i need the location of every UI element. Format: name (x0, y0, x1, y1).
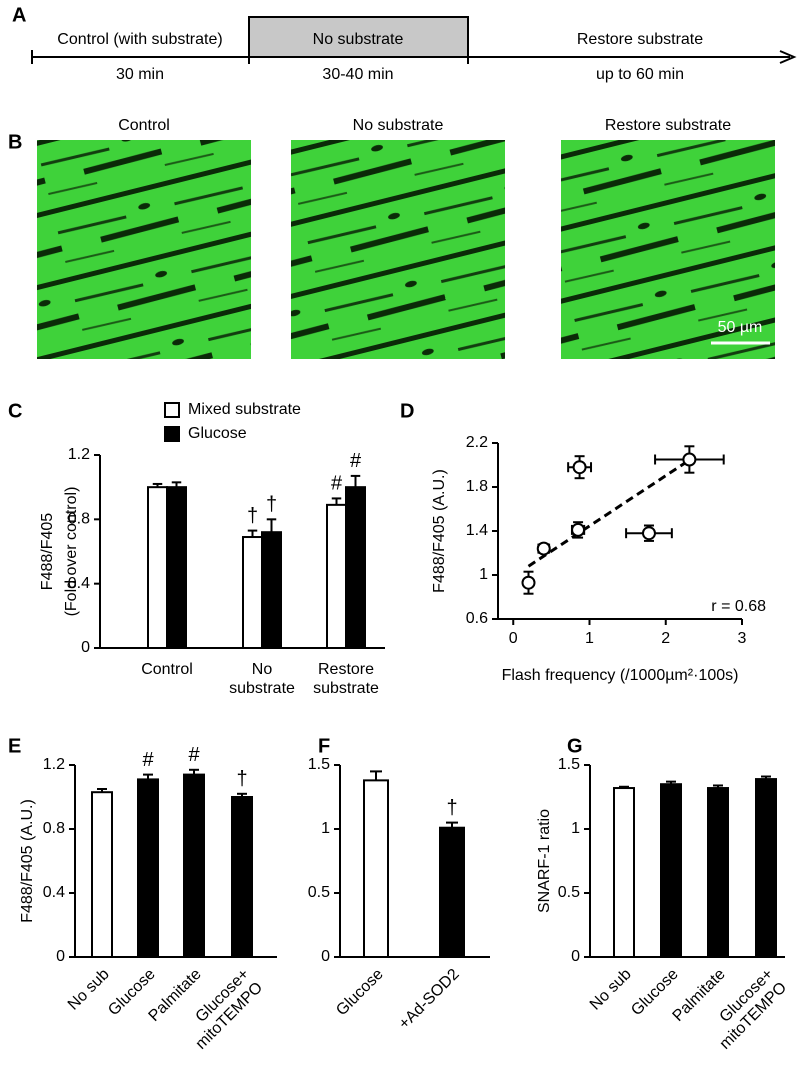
fit-line (527, 459, 690, 568)
panel-letter: B (8, 131, 22, 153)
annotation: † (247, 505, 258, 527)
y-axis-label: SNARF-1 ratio (536, 809, 553, 913)
phase-label: Restore substrate (577, 31, 703, 48)
x-tick-label: No substrate (229, 661, 295, 697)
micrograph (291, 140, 505, 359)
panel-letter: G (567, 735, 583, 757)
bar (363, 779, 389, 958)
y-tick-label: 2.2 (466, 434, 488, 451)
panel-letter: F (318, 735, 330, 757)
bar (439, 826, 465, 958)
legend-label: Mixed substrate (188, 401, 301, 418)
bar (91, 791, 113, 959)
annotation: † (236, 768, 247, 790)
annotation: # (350, 450, 362, 472)
bar (613, 787, 635, 958)
annotation: # (142, 749, 154, 771)
micrograph (37, 140, 251, 359)
phase-label: No substrate (313, 31, 404, 48)
timeline-arrow (779, 50, 797, 64)
phase-duration: 30 min (116, 66, 164, 83)
point (682, 452, 697, 467)
y-tick-label: 0.5 (308, 884, 330, 901)
y-tick-label: 0.6 (466, 610, 488, 627)
x-tick-label: 3 (738, 630, 747, 647)
bar (755, 778, 777, 959)
y-tick-label: 1.8 (466, 478, 488, 495)
phase-label: Control (with substrate) (57, 31, 222, 48)
y-axis-label: F488/F405 (A.U.) (431, 469, 448, 593)
bar (345, 486, 366, 649)
y-tick-label: 1.4 (466, 522, 488, 539)
bar (147, 486, 168, 649)
legend-swatch (164, 402, 180, 418)
y-tick-label: 0.4 (43, 884, 65, 901)
point (641, 526, 656, 541)
legend-label: Glucose (188, 425, 247, 442)
y-axis-label: F488/F405 (A.U.) (19, 799, 36, 923)
y-tick-label: 1.5 (558, 756, 580, 773)
x-tick-label: Restore substrate (313, 661, 379, 697)
bar (660, 783, 682, 959)
y-tick-label: 0.4 (68, 575, 90, 592)
y-tick-label: 0 (321, 948, 330, 965)
y-axis-label: (Fold over control) (63, 487, 80, 617)
panel-letter: E (8, 735, 21, 757)
y-axis-label: F488/F405 (39, 513, 56, 590)
panel-letter: D (400, 400, 414, 422)
x-tick-label: 2 (661, 630, 670, 647)
image-title: No substrate (353, 117, 444, 134)
bar (231, 796, 253, 958)
x-axis-label: Flash frequency (/1000µm²·100s) (502, 667, 739, 684)
scale-bar-label: 50 µm (718, 319, 763, 336)
image-title: Control (118, 117, 170, 134)
y-tick-label: 0.8 (68, 511, 90, 528)
y-tick-label: 1 (321, 820, 330, 837)
phase-duration: up to 60 min (596, 66, 684, 83)
panel-letter: A (12, 4, 26, 26)
bar (261, 531, 282, 650)
panel-letter: C (8, 400, 22, 422)
bar (326, 503, 347, 649)
annotation: # (331, 473, 343, 495)
micrograph (561, 140, 775, 359)
point (536, 541, 551, 556)
bar (183, 773, 205, 958)
x-tick-label: 1 (585, 630, 594, 647)
bar (166, 486, 187, 649)
bar (242, 536, 263, 650)
x-tick-label: 0 (509, 630, 518, 647)
legend-swatch (164, 426, 180, 442)
y-tick-label: 0.8 (43, 820, 65, 837)
x-tick-label: Control (141, 661, 193, 678)
bar (707, 787, 729, 958)
y-tick-label: 0 (81, 639, 90, 656)
point (521, 575, 536, 590)
y-tick-label: 0.5 (558, 884, 580, 901)
y-tick-label: 0 (571, 948, 580, 965)
annotation: † (446, 797, 457, 819)
y-tick-label: 1.2 (68, 446, 90, 463)
annotation: # (188, 744, 200, 766)
y-tick-label: 0 (56, 948, 65, 965)
y-tick-label: 1.2 (43, 756, 65, 773)
y-tick-label: 1 (571, 820, 580, 837)
annotation: r = 0.68 (711, 598, 766, 615)
image-title: Restore substrate (605, 117, 731, 134)
point (572, 460, 587, 475)
phase-box (248, 16, 469, 58)
annotation: † (266, 494, 277, 516)
phase-duration: 30-40 min (322, 66, 393, 83)
point (571, 522, 586, 537)
y-tick-label: 1.5 (308, 756, 330, 773)
y-tick-label: 1 (479, 566, 488, 583)
bar (137, 778, 159, 959)
